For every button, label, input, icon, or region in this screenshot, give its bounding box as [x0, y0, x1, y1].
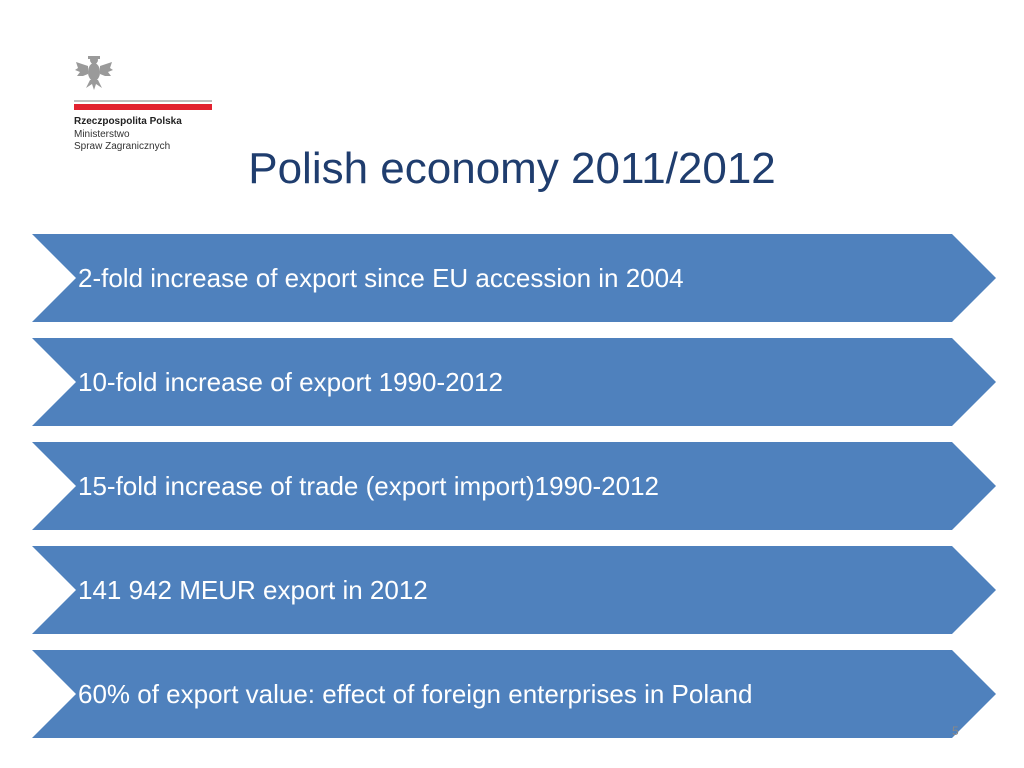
chevron-item-text: 2-fold increase of export since EU acces… — [78, 263, 684, 293]
chevron-item: 2-fold increase of export since EU acces… — [32, 234, 996, 322]
chevron-item: 141 942 MEUR export in 2012 — [32, 546, 996, 634]
chevron-list: 2-fold increase of export since EU acces… — [32, 234, 996, 740]
chevron-item: 10-fold increase of export 1990-2012 — [32, 338, 996, 426]
logo-line-2: Ministerstwo — [74, 129, 130, 140]
logo-line-3: Spraw Zagranicznych — [74, 141, 171, 152]
page-title: Polish economy 2011/2012 — [248, 144, 776, 193]
chevron-item: 60% of export value: effect of foreign e… — [32, 650, 996, 738]
eagle-emblem-icon — [74, 54, 114, 92]
logo-line-1: Rzeczpospolita Polska — [74, 116, 182, 127]
chevron-item: 15-fold increase of trade (export import… — [32, 442, 996, 530]
page-number: 5 — [952, 724, 959, 738]
chevron-item-text: 60% of export value: effect of foreign e… — [78, 679, 753, 709]
chevron-item-text: 141 942 MEUR export in 2012 — [78, 575, 428, 605]
logo-red-stripe — [74, 104, 212, 110]
ministry-logo: Rzeczpospolita Polska Ministerstwo Spraw… — [74, 54, 214, 154]
chevron-item-text: 10-fold increase of export 1990-2012 — [78, 367, 503, 397]
logo-divider — [74, 100, 212, 102]
chevron-item-text: 15-fold increase of trade (export import… — [78, 471, 659, 501]
